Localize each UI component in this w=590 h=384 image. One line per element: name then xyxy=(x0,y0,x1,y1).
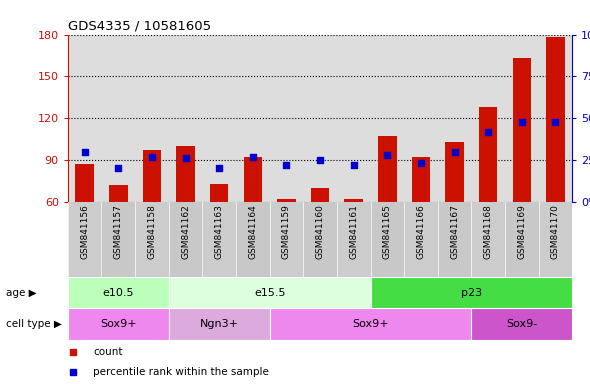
Text: GDS4335 / 10581605: GDS4335 / 10581605 xyxy=(68,19,211,32)
Bar xyxy=(371,277,572,308)
Point xyxy=(113,166,123,172)
Bar xyxy=(371,202,404,277)
Text: GSM841162: GSM841162 xyxy=(181,204,190,259)
Bar xyxy=(412,157,430,202)
Text: GSM841157: GSM841157 xyxy=(114,204,123,259)
Text: GSM841168: GSM841168 xyxy=(484,204,493,259)
Text: age ▶: age ▶ xyxy=(6,288,37,298)
Text: e15.5: e15.5 xyxy=(254,288,286,298)
Bar xyxy=(244,157,262,202)
Bar xyxy=(109,185,127,202)
Point xyxy=(382,152,392,158)
Point xyxy=(315,157,324,163)
Bar xyxy=(471,202,505,277)
Bar xyxy=(143,151,161,202)
Bar xyxy=(135,202,169,277)
Text: count: count xyxy=(93,347,123,357)
Bar xyxy=(270,308,471,340)
Text: p23: p23 xyxy=(461,288,482,298)
Bar xyxy=(337,202,371,277)
Text: Sox9+: Sox9+ xyxy=(352,319,389,329)
Text: GSM841170: GSM841170 xyxy=(551,204,560,259)
Bar xyxy=(505,202,539,277)
Bar xyxy=(471,308,572,340)
Bar xyxy=(68,277,169,308)
Point xyxy=(349,162,358,168)
Bar xyxy=(236,202,270,277)
Text: GSM841158: GSM841158 xyxy=(148,204,156,259)
Bar xyxy=(68,202,101,277)
Bar xyxy=(169,308,270,340)
Point xyxy=(215,166,224,172)
Text: GSM841156: GSM841156 xyxy=(80,204,89,259)
Bar xyxy=(169,202,202,277)
Bar xyxy=(378,136,396,202)
Point xyxy=(248,154,257,160)
Text: GSM841161: GSM841161 xyxy=(349,204,358,259)
Bar xyxy=(176,146,195,202)
Text: GSM841167: GSM841167 xyxy=(450,204,459,259)
Point xyxy=(450,149,459,155)
Point xyxy=(517,119,526,125)
Text: GSM841169: GSM841169 xyxy=(517,204,526,259)
Bar xyxy=(479,107,497,202)
Text: cell type ▶: cell type ▶ xyxy=(6,319,62,329)
Text: Sox9+: Sox9+ xyxy=(100,319,137,329)
Bar xyxy=(438,202,471,277)
Point xyxy=(550,119,560,125)
Bar xyxy=(539,202,572,277)
Text: percentile rank within the sample: percentile rank within the sample xyxy=(93,367,269,377)
Bar xyxy=(169,277,371,308)
Text: Sox9-: Sox9- xyxy=(506,319,537,329)
Text: GSM841160: GSM841160 xyxy=(316,204,325,259)
Text: GSM841159: GSM841159 xyxy=(282,204,291,259)
Bar xyxy=(404,202,438,277)
Point xyxy=(483,129,493,135)
Text: GSM841166: GSM841166 xyxy=(417,204,425,259)
Bar xyxy=(311,188,329,202)
Text: GSM841165: GSM841165 xyxy=(383,204,392,259)
Point xyxy=(416,161,425,167)
Bar xyxy=(277,199,296,202)
Bar xyxy=(513,58,531,202)
Point xyxy=(80,149,90,155)
Point xyxy=(181,156,190,162)
Bar xyxy=(202,202,236,277)
Bar xyxy=(303,202,337,277)
Bar xyxy=(445,142,464,202)
Bar xyxy=(210,184,228,202)
Bar xyxy=(101,202,135,277)
Bar xyxy=(76,164,94,202)
Text: GSM841164: GSM841164 xyxy=(248,204,257,259)
Point xyxy=(148,154,157,160)
Bar xyxy=(68,308,169,340)
Text: Ngn3+: Ngn3+ xyxy=(199,319,239,329)
Point xyxy=(282,162,291,168)
Text: e10.5: e10.5 xyxy=(103,288,134,298)
Bar xyxy=(546,37,565,202)
Text: GSM841163: GSM841163 xyxy=(215,204,224,259)
Bar xyxy=(270,202,303,277)
Bar xyxy=(345,199,363,202)
